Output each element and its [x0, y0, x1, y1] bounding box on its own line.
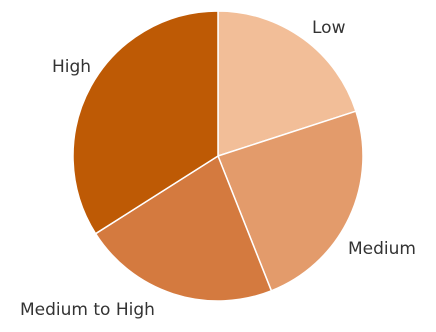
- pie-slices: [72, 10, 364, 302]
- pie-slice-low: [217, 10, 357, 157]
- pie-slice-high: [72, 10, 219, 235]
- slice-label-high: High: [52, 57, 91, 77]
- slice-label-medium-to-high: Medium to High: [20, 300, 155, 320]
- pie-labels: Low Medium Medium to High High: [20, 18, 416, 320]
- slice-label-low: Low: [312, 18, 346, 38]
- slice-label-medium: Medium: [348, 239, 416, 259]
- pie-slice-medium-to-high: [94, 155, 273, 302]
